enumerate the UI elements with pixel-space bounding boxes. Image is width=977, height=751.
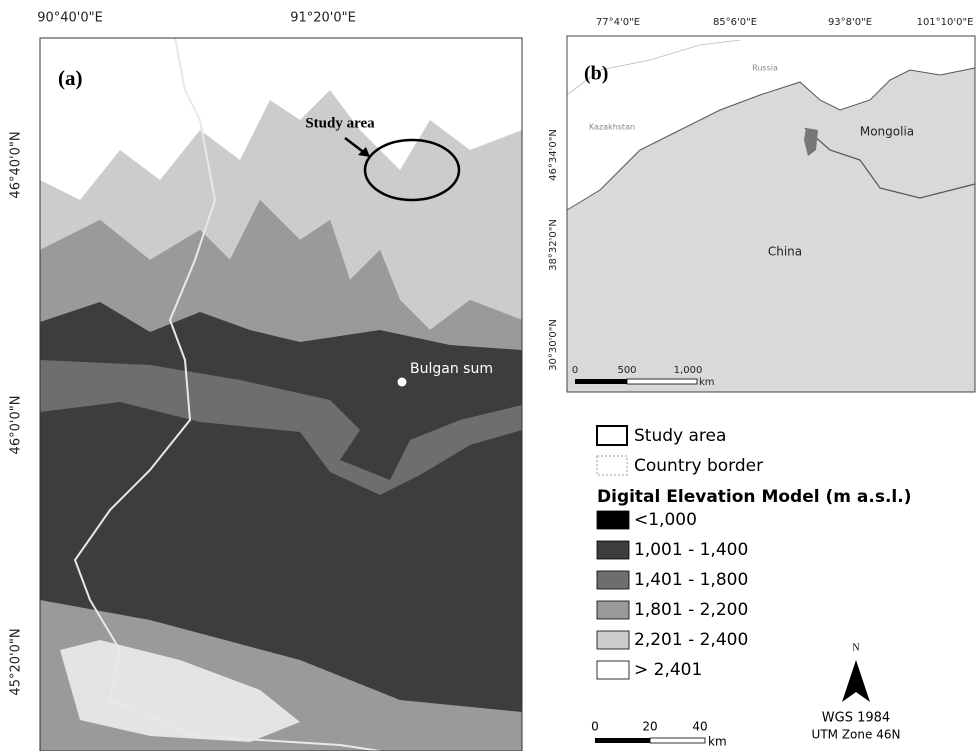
country-label: Kazakhstan [589, 123, 635, 132]
panel-b: Russia Kazakhstan Mongolia China 0 500 1… [548, 17, 975, 392]
legend-title: Digital Elevation Model (m a.s.l.) [597, 487, 911, 507]
legend-label: <1,000 [634, 510, 697, 530]
panel-a: Study area Bulgan sum (a) 90°40'0"E 91°2… [9, 11, 523, 751]
longitude-label: 85°6'0"E [713, 17, 757, 28]
latitude-label: 30°30'0"N [548, 319, 559, 371]
longitude-label: 101°10'0"E [917, 17, 974, 28]
legend-swatch [597, 541, 629, 559]
map-furniture: 0 20 40 km N WGS 1984 UTM Zone 46N [591, 642, 900, 748]
scale-bar [627, 379, 697, 384]
legend-swatch [597, 601, 629, 619]
figure: Study area Bulgan sum (a) 90°40'0"E 91°2… [0, 0, 977, 751]
country-label: China [768, 245, 802, 259]
country-label: Mongolia [860, 125, 914, 139]
legend-label: 1,801 - 2,200 [634, 600, 748, 620]
legend-label: 1,401 - 1,800 [634, 570, 748, 590]
legend-swatch [597, 426, 627, 445]
country-label: Russia [752, 64, 778, 73]
scale-label: 1,000 [674, 365, 703, 376]
legend-swatch [597, 456, 627, 475]
north-label: N [852, 642, 859, 653]
longitude-label: 93°8'0"E [828, 17, 872, 28]
longitude-label: 77°4'0"E [596, 17, 640, 28]
scale-label: 40 [692, 720, 707, 734]
longitude-label: 90°40'0"E [37, 11, 103, 26]
latitude-label: 46°40'0"N [9, 131, 24, 198]
legend-swatch [597, 661, 629, 679]
scale-label: 500 [617, 365, 636, 376]
datum-label: WGS 1984 [822, 711, 890, 726]
latitude-label: 46°0'0"N [9, 396, 24, 455]
scale-unit: km [708, 735, 727, 749]
legend-swatch [597, 631, 629, 649]
scale-label: 0 [591, 720, 599, 734]
legend-label: 2,201 - 2,400 [634, 630, 748, 650]
scale-bar [575, 379, 627, 384]
longitude-label: 91°20'0"E [290, 11, 356, 26]
latitude-label: 46°34'0"N [548, 129, 559, 181]
town-label: Bulgan sum [410, 361, 493, 377]
scale-label: 0 [572, 365, 578, 376]
scale-bar [650, 738, 705, 743]
legend-label: Country border [634, 456, 763, 476]
zone-label: UTM Zone 46N [812, 728, 901, 742]
panel-label: (b) [584, 63, 608, 85]
study-area-label: Study area [305, 115, 375, 131]
legend-swatch [597, 571, 629, 589]
latitude-label: 45°20'0"N [9, 628, 24, 695]
legend: Study area Country border Digital Elevat… [597, 426, 911, 680]
scale-bar [595, 738, 650, 743]
latitude-label: 38°32'0"N [548, 219, 559, 271]
legend-label: > 2,401 [634, 660, 702, 680]
town-point [398, 378, 407, 387]
scale-label: 20 [642, 720, 657, 734]
scale-unit: km [699, 377, 715, 388]
legend-label: 1,001 - 1,400 [634, 540, 748, 560]
legend-label: Study area [634, 426, 726, 446]
north-arrow [842, 660, 870, 702]
legend-swatch [597, 511, 629, 529]
panel-label: (a) [58, 66, 83, 90]
